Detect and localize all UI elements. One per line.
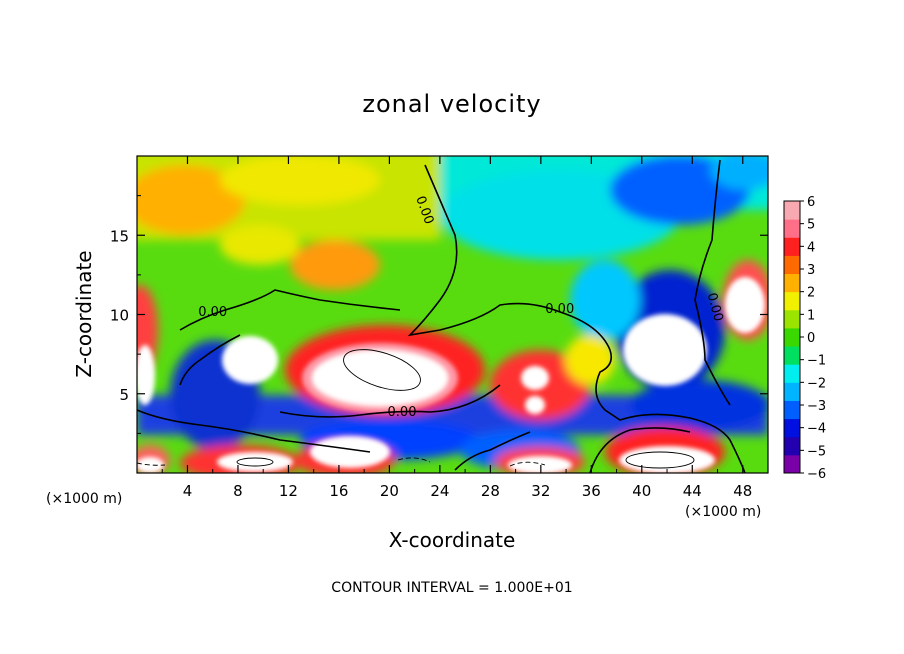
x-unit-left: (×1000 m) [46, 491, 122, 507]
x-axis: 4 8 12 16 20 24 28 32 36 40 44 48 [161, 156, 752, 500]
colorbar-tick-label: −1 [807, 354, 826, 369]
colorbar-segment [784, 291, 800, 311]
colorbar-segment [784, 327, 800, 347]
contour-label: 0.00 [388, 405, 417, 420]
x-unit-right: (×1000 m) [685, 504, 761, 520]
colorbar-segment [784, 454, 800, 474]
colorbar-segment [784, 237, 800, 256]
colorbar-tick-label: −6 [807, 467, 826, 482]
x-axis-title: X-coordinate [389, 528, 516, 552]
x-tick-label: 28 [481, 482, 500, 500]
colorbar-tick-label: 6 [807, 195, 815, 210]
colorbar-tick-label: 4 [807, 240, 815, 255]
x-tick-label: 8 [233, 482, 243, 500]
y-tick-label: 10 [110, 307, 129, 325]
x-tick-label: 16 [329, 482, 348, 500]
y-tick-label: 5 [119, 386, 129, 404]
colorbar-segment [784, 273, 800, 293]
colorbar-segment [784, 418, 800, 438]
y-tick-label: 15 [110, 227, 129, 245]
colorbar-tick-label: −3 [807, 399, 826, 414]
contour-label: 0.00 [704, 291, 726, 323]
y-axis: 5 10 15 [110, 195, 768, 434]
x-tick-label: 40 [632, 482, 651, 500]
colorbar-segment [784, 309, 800, 329]
heatmap-field [137, 156, 768, 473]
colorbar-segment [784, 219, 800, 238]
colorbar-tick-label: 3 [807, 263, 815, 278]
colorbar-tick-label: −5 [807, 444, 826, 459]
colorbar-segment [784, 382, 800, 401]
colorbar-tick-label: 2 [807, 286, 815, 301]
colorbar-tick-label: 0 [807, 331, 815, 346]
colorbar-tick-label: −2 [807, 376, 826, 391]
colorbar-tick-label: −4 [807, 422, 826, 437]
x-tick-label: 12 [279, 482, 298, 500]
colorbar-segment [784, 436, 800, 456]
colorbar-tick-label: 5 [807, 218, 815, 233]
x-tick-label: 20 [380, 482, 399, 500]
colorbar-segment [784, 255, 800, 275]
contour-label: 0.00 [545, 302, 574, 317]
colorbar-segment [784, 201, 800, 220]
contour-label: 0.00 [198, 305, 227, 320]
colorbar-segment [784, 364, 800, 383]
colorbar-tick-label: 1 [807, 308, 815, 323]
colorbar: 6 5 4 3 2 1 0 −1 −2 −3 −4 −5 −6 [783, 195, 826, 482]
x-tick-label: 44 [683, 482, 702, 500]
y-axis-title: Z-coordinate [72, 250, 96, 377]
colorbar-segment [784, 400, 800, 420]
x-tick-label: 32 [531, 482, 550, 500]
contour-interval-note: CONTOUR INTERVAL = 1.000E+01 [331, 580, 572, 596]
colorbar-segment [784, 346, 800, 365]
contour-lines [137, 159, 746, 473]
x-tick-label: 24 [430, 482, 449, 500]
chart-title: zonal velocity [362, 90, 541, 118]
x-tick-label: 4 [183, 482, 193, 500]
x-tick-label: 36 [582, 482, 601, 500]
x-tick-label: 48 [733, 482, 752, 500]
